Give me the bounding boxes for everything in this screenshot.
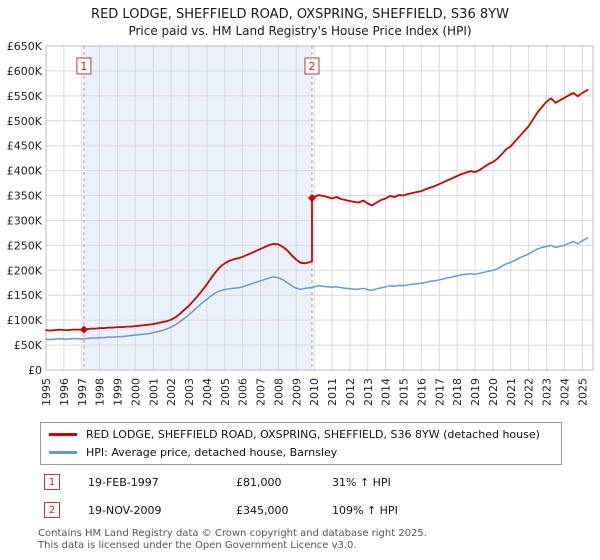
svg-text:£450K: £450K <box>7 140 43 153</box>
svg-text:2000: 2000 <box>129 378 142 406</box>
svg-text:1996: 1996 <box>58 378 71 406</box>
svg-text:1995: 1995 <box>40 378 53 406</box>
svg-text:£650K: £650K <box>7 40 43 53</box>
svg-text:2003: 2003 <box>183 378 196 406</box>
svg-text:2024: 2024 <box>558 378 571 406</box>
sale-annotation-row-1: 1 19-FEB-1997 £81,000 31% ↑ HPI <box>44 474 391 490</box>
svg-text:£0: £0 <box>28 364 42 377</box>
svg-text:2019: 2019 <box>469 378 482 406</box>
svg-text:£150K: £150K <box>7 289 43 302</box>
svg-text:2012: 2012 <box>344 378 357 406</box>
sale-hpi-change-2: 109% ↑ HPI <box>332 503 398 517</box>
footer-copyright: Contains HM Land Registry data © Crown c… <box>38 528 427 552</box>
svg-text:2014: 2014 <box>380 378 393 406</box>
svg-text:2013: 2013 <box>362 378 375 406</box>
footer-line-1: Contains HM Land Registry data © Crown c… <box>38 528 427 539</box>
hpi-line-swatch <box>49 451 77 454</box>
svg-text:2007: 2007 <box>255 378 268 406</box>
legend-item-property: RED LODGE, SHEFFIELD ROAD, OXSPRING, SHE… <box>49 428 553 441</box>
svg-text:2025: 2025 <box>576 378 589 406</box>
svg-text:2021: 2021 <box>505 378 518 406</box>
svg-text:£550K: £550K <box>7 90 43 103</box>
chart-legend: RED LODGE, SHEFFIELD ROAD, OXSPRING, SHE… <box>40 422 562 465</box>
svg-text:1997: 1997 <box>76 378 89 406</box>
svg-text:£250K: £250K <box>7 239 43 252</box>
sale-price-1: £81,000 <box>236 475 282 489</box>
sale-number-badge-1: 1 <box>44 474 60 490</box>
svg-text:2005: 2005 <box>219 378 232 406</box>
sale-price-2: £345,000 <box>236 503 289 517</box>
svg-text:£300K: £300K <box>7 214 43 227</box>
sale-date-1: 19-FEB-1997 <box>88 475 159 489</box>
svg-text:2: 2 <box>308 60 315 73</box>
footer-line-2: This data is licensed under the Open Gov… <box>38 539 357 551</box>
sale-hpi-change-1: 31% ↑ HPI <box>332 475 391 489</box>
svg-text:£50K: £50K <box>14 339 43 352</box>
svg-text:2018: 2018 <box>451 378 464 406</box>
price-history-chart: 1 2 £0 £50K £100K £150K £200K £250K £300K £350K £4… <box>7 40 594 406</box>
legend-item-hpi: HPI: Average price, detached house, Barn… <box>49 446 553 459</box>
sale-annotation-row-2: 2 19-NOV-2009 £345,000 109% ↑ HPI <box>44 502 398 518</box>
svg-text:2022: 2022 <box>523 378 536 406</box>
svg-text:1: 1 <box>80 60 87 73</box>
legend-label-hpi: HPI: Average price, detached house, Barn… <box>86 446 338 459</box>
page-subtitle: Price paid vs. HM Land Registry's House … <box>128 24 472 38</box>
svg-text:1999: 1999 <box>112 378 125 406</box>
svg-text:2023: 2023 <box>541 378 554 406</box>
svg-text:£400K: £400K <box>7 165 43 178</box>
property-line-swatch <box>49 433 77 436</box>
svg-text:£200K: £200K <box>7 264 43 277</box>
svg-text:2010: 2010 <box>308 378 321 406</box>
svg-text:2001: 2001 <box>147 378 160 406</box>
svg-text:2020: 2020 <box>487 378 500 406</box>
svg-text:2002: 2002 <box>165 378 178 406</box>
svg-text:2009: 2009 <box>290 378 303 406</box>
svg-text:2008: 2008 <box>272 378 285 406</box>
sale-date-2: 19-NOV-2009 <box>88 503 162 517</box>
svg-text:2011: 2011 <box>326 378 339 406</box>
svg-text:2016: 2016 <box>415 378 428 406</box>
legend-label-property: RED LODGE, SHEFFIELD ROAD, OXSPRING, SHE… <box>86 428 540 441</box>
svg-text:2006: 2006 <box>237 378 250 406</box>
sale-number-badge-2: 2 <box>44 502 60 518</box>
page-title: RED LODGE, SHEFFIELD ROAD, OXSPRING, SHE… <box>91 7 509 22</box>
svg-text:£350K: £350K <box>7 190 43 203</box>
svg-text:£600K: £600K <box>7 65 43 78</box>
svg-text:£500K: £500K <box>7 115 43 128</box>
svg-text:2015: 2015 <box>398 378 411 406</box>
svg-text:£100K: £100K <box>7 314 43 327</box>
svg-text:1998: 1998 <box>94 378 107 406</box>
svg-text:2004: 2004 <box>201 378 214 406</box>
svg-text:2017: 2017 <box>433 378 446 406</box>
